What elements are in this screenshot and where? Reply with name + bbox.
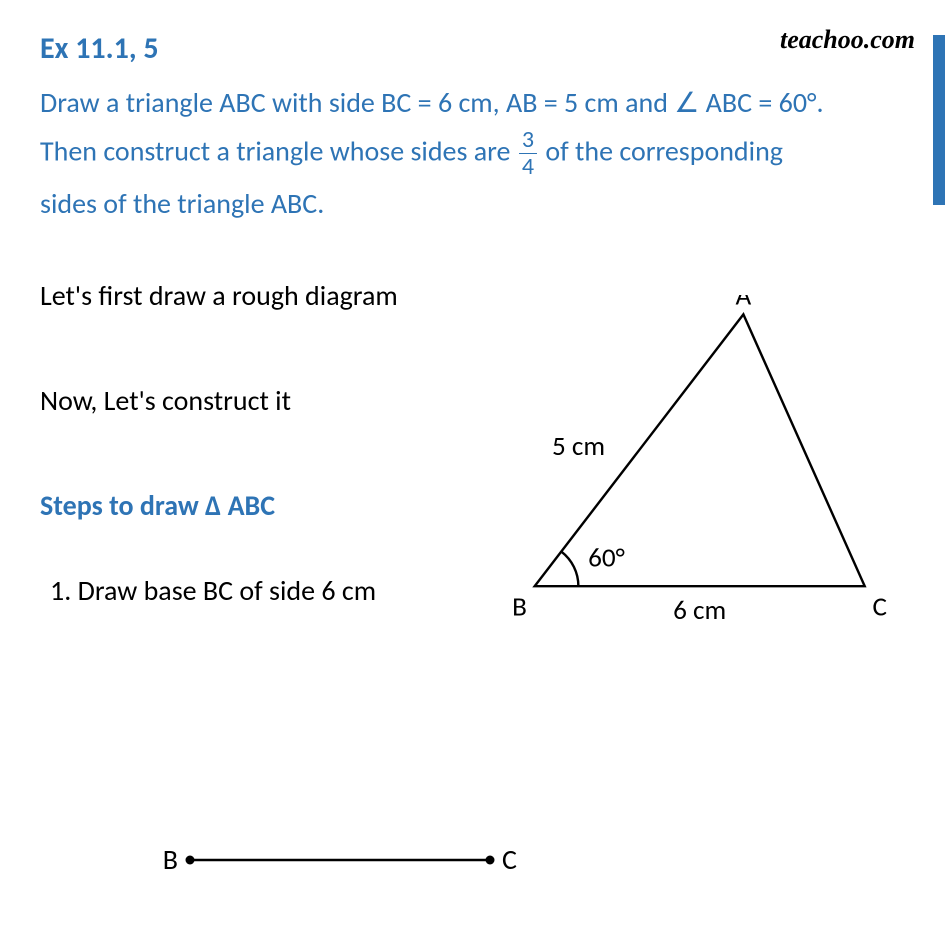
exercise-title: Ex 11.1, 5 [40, 30, 905, 67]
fraction-denominator: 4 [519, 154, 537, 180]
problem-line2a: Then construct a triangle whose sides ar… [40, 133, 517, 168]
svg-text:A: A [736, 295, 752, 313]
svg-text:C: C [872, 590, 886, 623]
problem-line2b: of the corresponding [545, 133, 783, 168]
line-segment-diagram: B C [150, 830, 530, 890]
svg-text:6 cm: 6 cm [673, 594, 726, 625]
svg-text:B: B [512, 590, 527, 623]
triangle-diagram: A B C 5 cm 6 cm 60° [480, 295, 900, 625]
svg-text:C: C [502, 842, 517, 877]
fraction-3-4: 3 4 [519, 127, 537, 181]
svg-text:60°: 60° [588, 542, 625, 575]
problem-statement: Draw a triangle ABC with side BC = 6 cm,… [40, 79, 905, 228]
problem-line1: Draw a triangle ABC with side BC = 6 cm,… [40, 85, 824, 120]
problem-line3: sides of the triangle ABC. [40, 186, 324, 221]
svg-text:5 cm: 5 cm [552, 430, 605, 463]
svg-text:B: B [163, 842, 178, 877]
accent-bar [933, 35, 945, 205]
watermark: teachoo.com [780, 25, 915, 55]
fraction-numerator: 3 [519, 127, 537, 154]
